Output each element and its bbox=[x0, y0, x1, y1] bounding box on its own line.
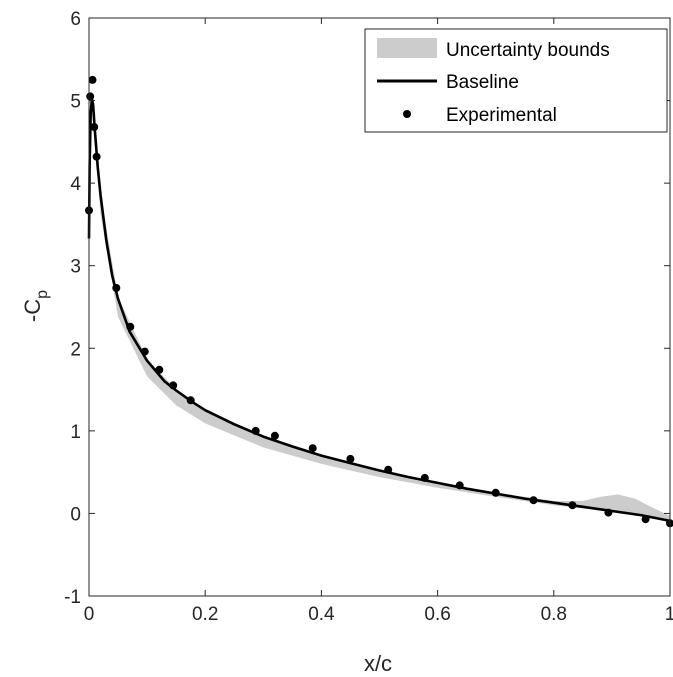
experimental-point bbox=[384, 465, 393, 474]
experimental-point bbox=[88, 75, 97, 84]
y-tick-label: -1 bbox=[64, 587, 81, 608]
legend-experimental-marker bbox=[403, 110, 411, 118]
legend-bounds-label: Uncertainty bounds bbox=[446, 40, 610, 61]
experimental-point bbox=[529, 496, 538, 505]
y-axis-label-subscript: p bbox=[34, 290, 51, 299]
plot-frame bbox=[88, 17, 671, 597]
experimental-point bbox=[420, 473, 429, 482]
experimental-point bbox=[270, 431, 279, 440]
legend-bounds-swatch bbox=[377, 38, 437, 58]
experimental-point bbox=[186, 396, 195, 405]
y-tick-label: 3 bbox=[70, 257, 81, 278]
experimental-point bbox=[92, 152, 101, 161]
x-tick-label: 0 bbox=[84, 604, 95, 625]
experimental-point bbox=[140, 347, 149, 356]
x-tick-label: 0.2 bbox=[192, 604, 218, 625]
experimental-point bbox=[346, 454, 355, 463]
baseline-layer bbox=[87, 97, 671, 523]
uncertainty-bounds-layer bbox=[89, 96, 670, 522]
experimental-point bbox=[86, 92, 95, 101]
x-tick-label: 0.8 bbox=[541, 604, 567, 625]
experimental-point bbox=[126, 322, 135, 331]
experimental-point bbox=[169, 381, 178, 390]
experimental-point bbox=[641, 515, 650, 524]
experimental-point bbox=[155, 365, 164, 374]
experimental-point bbox=[455, 481, 464, 490]
y-tick-label: 1 bbox=[70, 422, 81, 443]
y-tick-label: 4 bbox=[70, 174, 81, 195]
x-axis-label: x/c bbox=[364, 651, 392, 676]
y-axis-label-main: -C bbox=[20, 299, 45, 322]
experimental-point bbox=[251, 426, 260, 435]
x-tick-label: 1 bbox=[665, 604, 673, 625]
x-tick-label: 0.4 bbox=[308, 604, 335, 625]
experimental-point bbox=[90, 123, 99, 131]
uncertainty-bounds-area bbox=[89, 96, 670, 522]
y-tick-label: 0 bbox=[70, 504, 81, 525]
y-axis-label: -Cp bbox=[20, 290, 51, 322]
experimental-point bbox=[568, 501, 577, 510]
y-tick-label: 2 bbox=[70, 339, 81, 360]
experimental-point bbox=[112, 284, 121, 292]
experimental-point bbox=[491, 488, 500, 497]
legend-baseline-label: Baseline bbox=[446, 72, 519, 93]
baseline-line bbox=[87, 97, 671, 523]
experimental-points-layer bbox=[85, 75, 673, 528]
legend-experimental-label: Experimental bbox=[446, 105, 557, 126]
axes-layer bbox=[88, 17, 671, 597]
y-tick-label: 5 bbox=[70, 92, 81, 113]
experimental-point bbox=[308, 444, 317, 453]
legend: Uncertainty bounds Baseline Experimental bbox=[364, 28, 668, 133]
experimental-point bbox=[604, 508, 613, 517]
y-tick-label: 6 bbox=[70, 9, 81, 30]
x-tick-label: 0.6 bbox=[424, 604, 450, 625]
